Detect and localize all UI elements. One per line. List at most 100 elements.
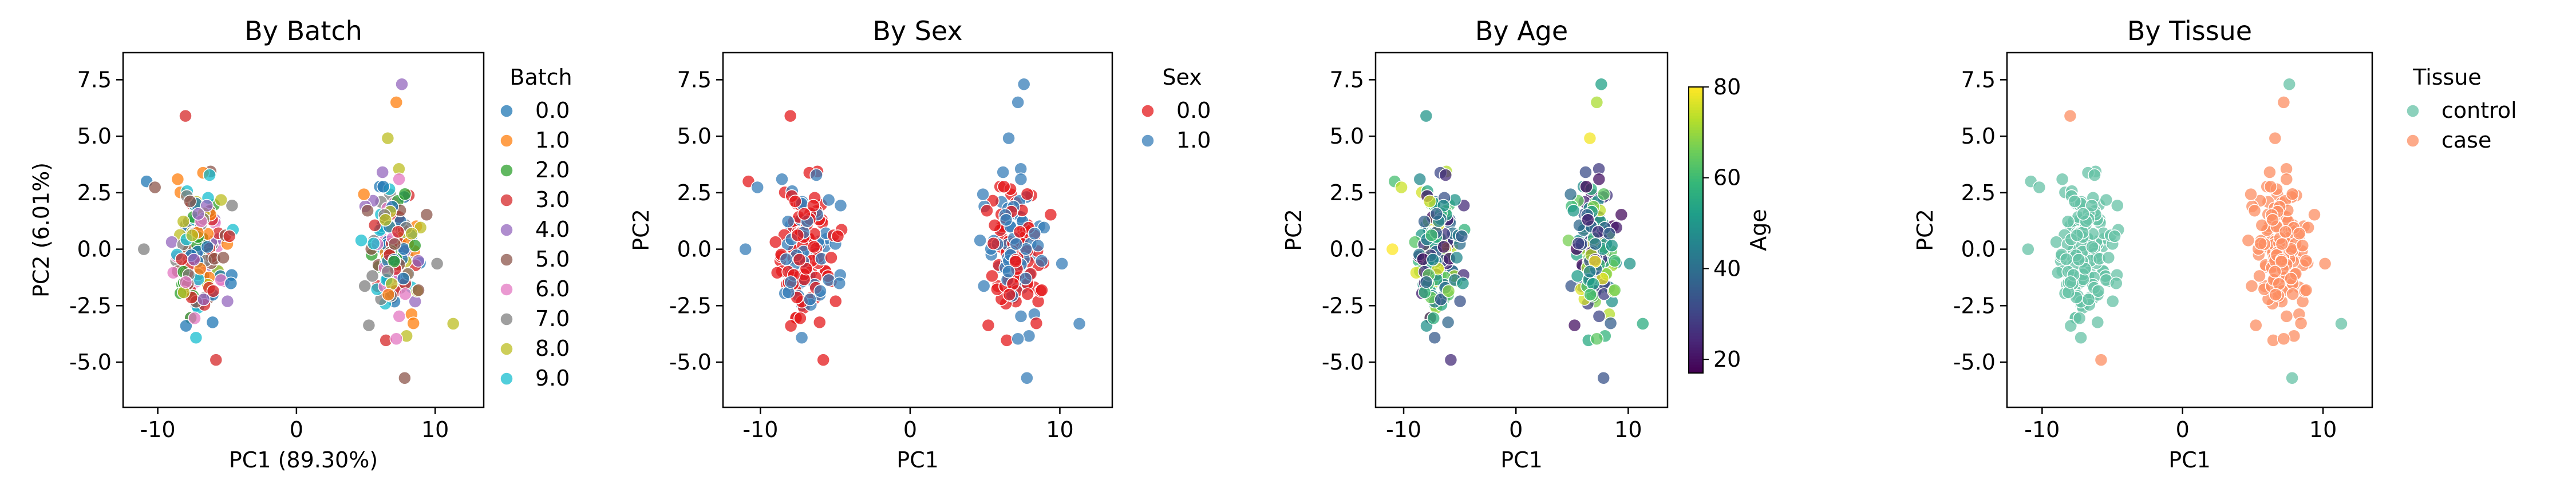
legend-item-label: 2.0 xyxy=(535,157,570,182)
data-point xyxy=(1614,208,1629,221)
data-point xyxy=(2063,109,2077,123)
data-point xyxy=(985,269,999,283)
colorbar-segment xyxy=(1689,136,1703,139)
data-point xyxy=(1029,316,1044,330)
colorbar-segment xyxy=(1689,204,1703,208)
data-point xyxy=(999,334,1014,347)
colorbar-segment xyxy=(1689,230,1703,233)
data-point xyxy=(831,229,845,243)
data-point xyxy=(1013,225,1027,239)
colorbar-segment xyxy=(1689,239,1703,242)
colorbar-segment xyxy=(1689,301,1703,305)
data-point xyxy=(2282,77,2296,92)
data-point xyxy=(2105,294,2120,308)
data-point xyxy=(2294,316,2308,330)
data-point xyxy=(1002,264,1016,279)
data-point xyxy=(1011,332,1025,346)
data-point xyxy=(395,77,409,92)
colorbar-segment xyxy=(1689,322,1703,325)
data-point xyxy=(1603,316,1618,330)
data-point xyxy=(406,316,420,330)
legend-item-label: 3.0 xyxy=(535,187,570,212)
data-point xyxy=(357,187,371,201)
colorbar-segment xyxy=(1689,319,1703,322)
data-point xyxy=(1044,208,1058,221)
colorbar-segment xyxy=(1689,98,1703,102)
colorbar-segment xyxy=(1689,273,1703,276)
colorbar-segment xyxy=(1689,176,1703,179)
data-point xyxy=(2308,208,2321,221)
colorbar-segment xyxy=(1689,141,1703,145)
legend-title: Batch xyxy=(509,65,572,90)
data-point xyxy=(779,252,793,266)
data-point xyxy=(396,272,410,285)
y-tick-label: -2.5 xyxy=(669,293,712,318)
colorbar-frame xyxy=(1688,86,1704,374)
colorbar-segment xyxy=(1689,184,1703,188)
points xyxy=(1385,77,1650,385)
data-point xyxy=(408,239,422,253)
y-tick-label: 5.0 xyxy=(77,124,112,149)
points xyxy=(137,77,460,385)
data-point xyxy=(2076,207,2090,221)
data-point xyxy=(189,331,203,345)
data-point xyxy=(1020,187,1034,201)
colorbar-segment xyxy=(1689,104,1703,108)
data-point xyxy=(1607,254,1622,268)
data-point xyxy=(366,236,381,251)
data-point xyxy=(2241,233,2255,247)
legend-marker xyxy=(500,164,513,177)
data-point xyxy=(2253,269,2266,283)
data-point xyxy=(976,187,990,201)
data-point xyxy=(1437,240,1451,254)
data-point xyxy=(183,195,197,208)
colorbar-segment xyxy=(1689,350,1703,354)
y-tick-label: 2.5 xyxy=(1330,180,1364,205)
data-point xyxy=(405,227,418,241)
legend-marker xyxy=(500,312,513,326)
y-tick-label: 7.5 xyxy=(677,67,712,92)
y-tick-label: 2.5 xyxy=(1961,180,1996,205)
legend-item-label: 8.0 xyxy=(535,336,570,361)
data-point xyxy=(2111,199,2124,213)
x-axis-label: PC1 xyxy=(896,447,939,473)
data-point xyxy=(2279,172,2294,187)
legend-marker xyxy=(500,283,513,296)
data-point xyxy=(816,353,830,367)
data-point xyxy=(358,279,372,293)
colorbar-label: Age xyxy=(1746,209,1771,251)
colorbar-segment xyxy=(1689,281,1703,285)
data-point xyxy=(206,284,220,298)
data-point xyxy=(986,236,1001,251)
data-point xyxy=(361,204,374,218)
data-point xyxy=(1602,227,1616,241)
data-point xyxy=(2299,254,2313,268)
colorbar-segment xyxy=(1689,124,1703,128)
data-point xyxy=(996,165,1010,179)
data-point xyxy=(2074,331,2088,345)
data-point xyxy=(2085,240,2099,254)
data-point xyxy=(391,225,405,239)
colorbar-segment xyxy=(1689,167,1703,170)
data-point xyxy=(981,318,995,332)
y-axis-label: PC2 xyxy=(1913,209,1938,251)
data-point xyxy=(2278,225,2293,239)
panel-0: By Batch -10 0 10 -5.0 -2.5 0.0 2.5 5.0 7.5 PC1 (8… xyxy=(29,15,572,473)
colorbar-segment xyxy=(1689,233,1703,236)
colorbar-segment xyxy=(1689,267,1703,271)
legend-marker xyxy=(2406,134,2420,148)
colorbar-segment xyxy=(1689,138,1703,142)
chart-title: By Sex xyxy=(872,15,962,46)
colorbar-segment xyxy=(1689,313,1703,316)
data-point xyxy=(1583,264,1597,279)
data-point xyxy=(216,251,230,265)
data-point xyxy=(176,215,191,228)
data-point xyxy=(1426,253,1440,267)
data-point xyxy=(398,371,412,385)
data-point xyxy=(1456,276,1470,291)
colorbar-segment xyxy=(1689,353,1703,356)
x-axis-label: PC1 (89.30%) xyxy=(229,447,378,473)
data-point xyxy=(412,254,425,268)
data-point xyxy=(2274,255,2289,268)
legend-title: Tissue xyxy=(2412,65,2482,90)
